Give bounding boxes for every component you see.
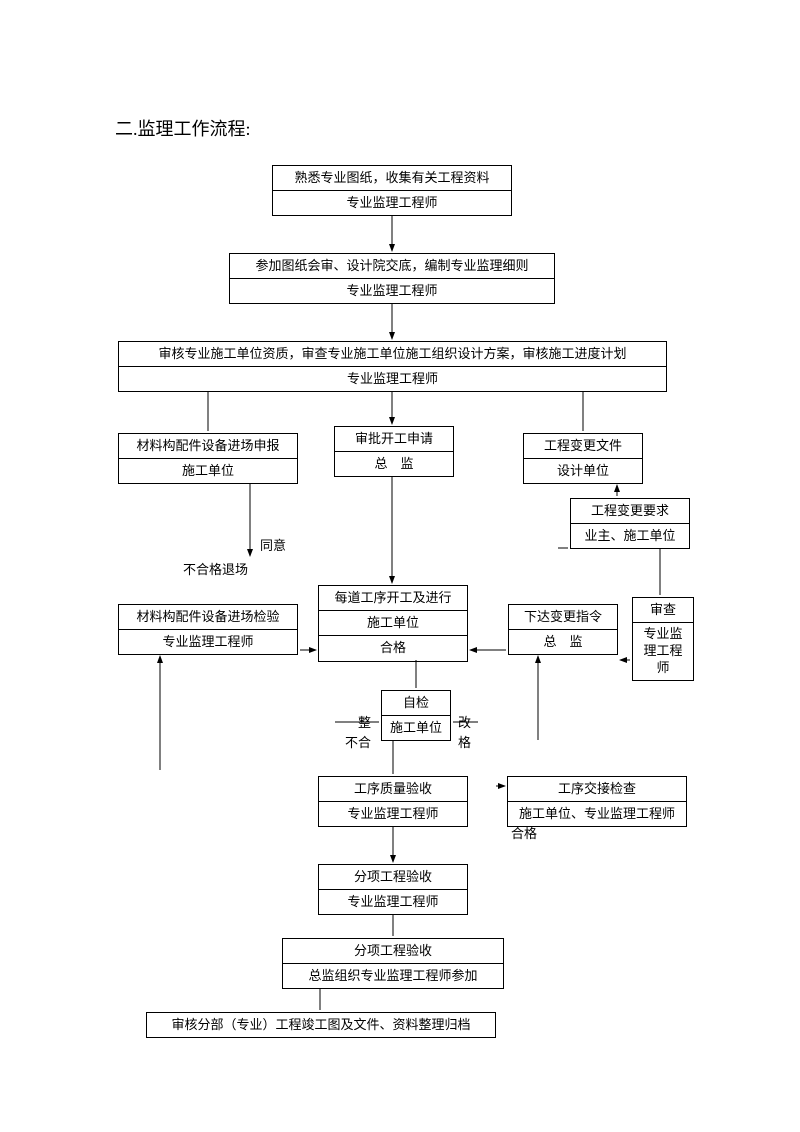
n15-bottom: 专业监理工程师 — [319, 889, 467, 914]
page-title: 二.监理工作流程: — [115, 115, 251, 141]
node-n9: 每道工序开工及进行 施工单位 合格 — [318, 585, 468, 662]
n9-mid: 施工单位 — [319, 610, 467, 635]
n7-top: 工程变更要求 — [571, 499, 689, 523]
n8-bottom: 专业监理工程师 — [119, 629, 297, 654]
label-unqualified-return: 不合格退场 — [183, 559, 248, 578]
n6-top: 工程变更文件 — [524, 434, 642, 458]
n3-top: 审核专业施工单位资质，审查专业施工单位施工组织设计方案，审核施工进度计划 — [119, 342, 666, 366]
node-n13: 工序质量验收 专业监理工程师 — [318, 776, 468, 827]
label-ge: 格 — [458, 732, 471, 751]
n11-bottom: 专业监理工程师 — [633, 622, 693, 680]
node-n17: 审核分部（专业）工程竣工图及文件、资料整理归档 — [146, 1012, 496, 1038]
n16-top: 分项工程验收 — [283, 939, 503, 963]
label-gai: 改 — [458, 712, 471, 731]
n15-top: 分项工程验收 — [319, 865, 467, 889]
node-n4: 材料构配件设备进场申报 施工单位 — [118, 433, 298, 484]
node-n16: 分项工程验收 总监组织专业监理工程师参加 — [282, 938, 504, 989]
n3-bottom: 专业监理工程师 — [119, 366, 666, 391]
label-zheng: 整 — [358, 712, 371, 731]
n5-bottom: 总 监 — [335, 451, 453, 476]
n4-bottom: 施工单位 — [119, 458, 297, 483]
n5-top: 审批开工申请 — [335, 427, 453, 451]
n13-bottom: 专业监理工程师 — [319, 801, 467, 826]
n4-top: 材料构配件设备进场申报 — [119, 434, 297, 458]
node-n12: 自检 施工单位 — [381, 690, 451, 741]
n1-bottom: 专业监理工程师 — [273, 190, 511, 215]
n16-bottom: 总监组织专业监理工程师参加 — [283, 963, 503, 988]
node-n3: 审核专业施工单位资质，审查专业施工单位施工组织设计方案，审核施工进度计划 专业监… — [118, 341, 667, 392]
node-n7: 工程变更要求 业主、施工单位 — [570, 498, 690, 549]
n10-bottom: 总 监 — [509, 629, 617, 654]
node-n8: 材料构配件设备进场检验 专业监理工程师 — [118, 604, 298, 655]
n9-top: 每道工序开工及进行 — [319, 586, 467, 610]
n17-single: 审核分部（专业）工程竣工图及文件、资料整理归档 — [147, 1013, 495, 1037]
n11-top: 审查 — [633, 598, 693, 622]
node-n11: 审查 专业监理工程师 — [632, 597, 694, 681]
label-buhe: 不合 — [345, 732, 371, 751]
node-n6: 工程变更文件 设计单位 — [523, 433, 643, 484]
n14-top: 工序交接检查 — [508, 777, 686, 801]
n1-top: 熟悉专业图纸，收集有关工程资料 — [273, 166, 511, 190]
n13-top: 工序质量验收 — [319, 777, 467, 801]
label-agree: 同意 — [260, 535, 286, 554]
node-n10: 下达变更指令 总 监 — [508, 604, 618, 655]
node-n2: 参加图纸会审、设计院交底，编制专业监理细则 专业监理工程师 — [229, 253, 555, 304]
node-n14: 工序交接检查 施工单位、专业监理工程师 — [507, 776, 687, 827]
n6-bottom: 设计单位 — [524, 458, 642, 483]
node-n15: 分项工程验收 专业监理工程师 — [318, 864, 468, 915]
node-n1: 熟悉专业图纸，收集有关工程资料 专业监理工程师 — [272, 165, 512, 216]
node-n5: 审批开工申请 总 监 — [334, 426, 454, 477]
n2-top: 参加图纸会审、设计院交底，编制专业监理细则 — [230, 254, 554, 278]
n9-bottom: 合格 — [319, 635, 467, 660]
n7-bottom: 业主、施工单位 — [571, 523, 689, 548]
n8-top: 材料构配件设备进场检验 — [119, 605, 297, 629]
n12-top: 自检 — [382, 691, 450, 715]
n10-top: 下达变更指令 — [509, 605, 617, 629]
n2-bottom: 专业监理工程师 — [230, 278, 554, 303]
n12-bottom: 施工单位 — [382, 715, 450, 740]
label-hege: 合格 — [511, 823, 537, 842]
